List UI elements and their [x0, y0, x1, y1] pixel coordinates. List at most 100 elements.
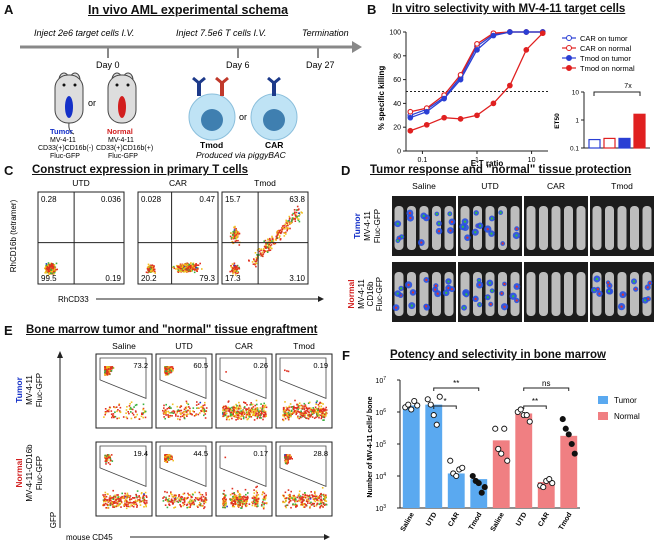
c-event-dot [269, 247, 271, 249]
e-event-dot [254, 404, 256, 407]
e-event-dot [297, 415, 299, 418]
e-event-dot [314, 500, 317, 503]
e-event-dot [176, 500, 178, 503]
e-event-dot [320, 405, 323, 408]
e-event-dot [144, 416, 147, 419]
e-event-dot [317, 407, 320, 410]
c-event-dot [283, 235, 286, 237]
e-event-dot [164, 417, 166, 420]
c-quadrant-value: 17.3 [225, 274, 241, 283]
e-event-dot [308, 496, 311, 498]
c-quadrant-value: 0.036 [101, 195, 122, 204]
c-event-dot [271, 247, 273, 250]
c-event-dot [52, 263, 54, 265]
e-event-dot [298, 490, 301, 493]
e-event-dot [169, 370, 171, 372]
e-event-dot [224, 405, 226, 408]
f-category-label: Saline [490, 511, 506, 532]
e-event-dot [285, 460, 288, 462]
c-event-dot [49, 269, 51, 271]
e-event-dot [300, 410, 302, 412]
e-event-dot [283, 414, 286, 416]
d-signal-core [477, 279, 481, 282]
c-event-dot [46, 268, 49, 271]
e-event-dot [237, 413, 240, 415]
c-event-dot [270, 240, 272, 243]
e-event-dot [180, 405, 183, 408]
normal-label: Normal [107, 127, 133, 136]
f-point [459, 464, 466, 471]
e-event-dot [145, 496, 148, 498]
e-event-dot [301, 503, 303, 506]
d-mouse [485, 272, 495, 316]
e-event-dot [321, 410, 323, 412]
e-event-dot [260, 505, 263, 507]
e-event-dot [196, 401, 198, 403]
e-event-dot [294, 399, 296, 402]
c-plot-title: Tmod [254, 178, 276, 188]
e-event-dot [236, 404, 238, 407]
e-event-dot [116, 503, 118, 505]
e-event-dot [142, 497, 145, 499]
e-event-dot [284, 409, 287, 412]
e-event-dot [192, 499, 194, 502]
c-event-dot [234, 268, 236, 270]
e-event-dot [315, 495, 318, 498]
e-event-dot [305, 504, 307, 506]
e-event-dot [238, 498, 241, 501]
e-event-dot [142, 500, 144, 502]
e-event-dot [317, 412, 320, 415]
e-event-dot [133, 501, 136, 504]
e-event-dot [308, 414, 311, 417]
e-event-dot [126, 500, 128, 503]
e-event-dot [203, 408, 206, 411]
e-event-dot [106, 374, 109, 376]
inset-y-tick-label: 0.1 [570, 146, 579, 153]
c-event-dot [45, 264, 48, 266]
e-event-dot [300, 413, 302, 415]
e-event-dot [228, 418, 231, 421]
c-event-dot [50, 262, 53, 265]
f-legend-swatch [598, 396, 608, 404]
e-event-dot [187, 413, 189, 415]
e-event-dot [117, 496, 119, 498]
c-event-dot [186, 270, 189, 273]
e-event-dot [205, 498, 207, 500]
b-data-point [507, 29, 513, 35]
c-event-dot [48, 270, 50, 273]
c-event-dot [153, 268, 156, 271]
e-event-dot [298, 417, 301, 420]
e-event-dot [164, 367, 166, 369]
e-event-dot [144, 410, 147, 413]
e-event-dot [111, 366, 114, 368]
e-event-dot [111, 368, 113, 370]
e-event-dot [321, 416, 323, 418]
e-event-dot [310, 491, 312, 493]
e-event-dot [320, 504, 323, 507]
e-event-dot [172, 367, 174, 370]
e-event-dot [223, 408, 226, 410]
e-event-dot [306, 498, 308, 501]
e-event-dot [126, 494, 128, 497]
c-event-dot [294, 220, 297, 222]
c-event-dot [235, 228, 237, 230]
d-signal-core [620, 305, 623, 308]
normal-line-1: MV-4-11 [108, 137, 134, 144]
panel-e-letter: E [4, 323, 13, 338]
e-event-dot [306, 417, 308, 420]
e-event-dot [145, 500, 148, 502]
e-event-dot [300, 404, 303, 407]
f-bar [402, 405, 420, 508]
e-event-dot [118, 500, 120, 503]
c-event-dot [182, 269, 184, 272]
e-gate-value: 44.5 [193, 449, 208, 458]
e-event-dot [297, 406, 300, 408]
e-event-dot [110, 413, 113, 415]
inset-bar [633, 113, 646, 149]
e-event-dot [256, 498, 258, 501]
e-column-label: Tmod [293, 341, 315, 351]
e-event-dot [258, 413, 261, 415]
e-event-dot [165, 410, 168, 413]
e-event-dot [319, 500, 322, 503]
e-event-dot [291, 406, 293, 408]
